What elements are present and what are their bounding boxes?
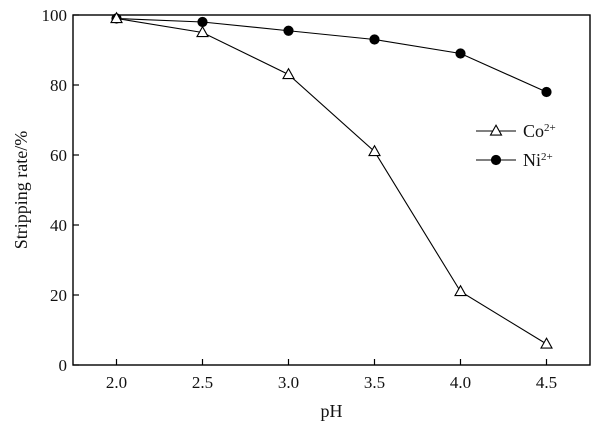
point-ni-5 <box>541 86 552 98</box>
y-tick-label-2: 40 <box>50 216 67 235</box>
x-tick-label-2: 3.0 <box>278 373 299 392</box>
legend-label-ni: Ni2+ <box>523 150 553 170</box>
legend-item-co: Co2+ <box>476 121 556 141</box>
point-co-4 <box>454 284 467 297</box>
series-line-co <box>116 17 547 345</box>
series-co <box>110 11 553 349</box>
series-line-ni <box>116 17 547 93</box>
x-axis-ticks: 2.0 2.5 3.0 3.5 4.0 4.5 <box>106 359 557 392</box>
legend-marker-co-triangle <box>489 124 503 136</box>
x-tick-label-4: 4.0 <box>450 373 471 392</box>
y-tick-label-3: 60 <box>50 146 67 165</box>
series-ni <box>111 13 552 98</box>
x-tick-label-5: 4.5 <box>536 373 557 392</box>
legend-item-ni: Ni2+ <box>476 150 553 170</box>
plot-area <box>72 14 591 366</box>
y-tick-label-4: 80 <box>50 76 67 95</box>
plot-frame <box>72 14 591 366</box>
legend: Co2+ Ni2+ <box>476 121 556 170</box>
y-tick-label-1: 20 <box>50 286 67 305</box>
point-ni-1 <box>197 16 208 28</box>
y-tick-label-5: 100 <box>42 6 68 25</box>
legend-label-co-charge: 2+ <box>544 122 556 134</box>
legend-marker-ni-circle <box>490 154 502 166</box>
point-ni-2 <box>283 25 294 36</box>
point-ni-4 <box>455 48 466 59</box>
y-axis-title: Stripping rate/% <box>11 131 31 249</box>
x-tick-label-3: 3.5 <box>364 373 385 392</box>
legend-label-ni-name: Ni <box>523 150 541 170</box>
point-ni-3 <box>369 34 380 45</box>
legend-label-co: Co2+ <box>523 121 556 141</box>
point-co-2 <box>282 67 295 80</box>
point-co-5 <box>540 337 553 349</box>
x-tick-label-0: 2.0 <box>106 373 127 392</box>
point-co-1 <box>196 25 209 38</box>
point-co-3 <box>368 144 381 157</box>
x-axis-title: pH <box>321 401 343 421</box>
series-layer <box>110 11 553 349</box>
legend-label-ni-charge: 2+ <box>541 151 553 163</box>
legend-label-co-name: Co <box>523 121 544 141</box>
y-tick-label-0: 0 <box>59 356 68 375</box>
x-tick-label-1: 2.5 <box>192 373 213 392</box>
point-co-0 <box>110 11 123 24</box>
y-axis-ticks: 0 20 40 60 80 100 <box>42 6 79 375</box>
